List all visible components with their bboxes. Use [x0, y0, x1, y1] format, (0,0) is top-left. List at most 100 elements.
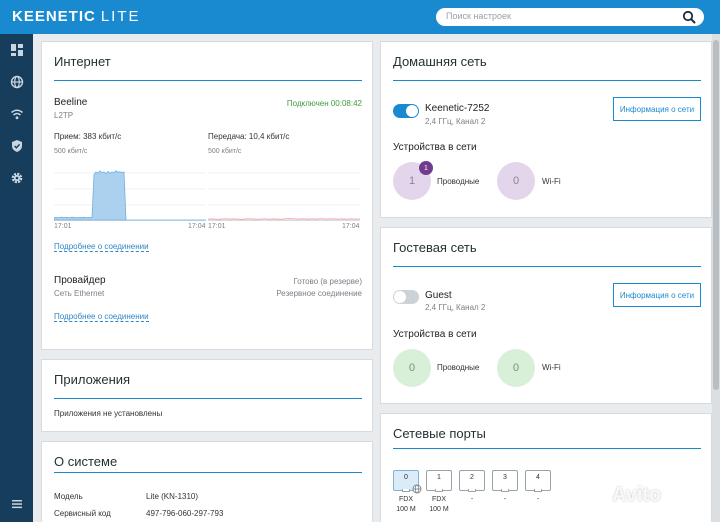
home-wifi-label: Wi-Fi — [542, 177, 561, 186]
port-2[interactable]: 2 — [459, 470, 485, 492]
port-0[interactable]: 0 — [393, 470, 422, 494]
guest-network-title-rule — [393, 266, 701, 267]
page-scrollbar[interactable] — [712, 34, 720, 522]
ports-title: Сетевые порты — [393, 426, 486, 441]
shield-icon — [11, 140, 22, 152]
toggle-knob — [394, 291, 406, 303]
model-value: Lite (KN-1310) — [146, 492, 199, 501]
provider-details-link[interactable]: Подробнее о соединении — [54, 312, 149, 322]
dashboard-icon — [10, 44, 23, 56]
globe-icon — [10, 75, 23, 89]
search-input[interactable]: Поиск настроек — [436, 8, 704, 26]
home-ssid: Keenetic-7252 — [425, 103, 490, 114]
port-2-duplex: - — [470, 496, 474, 503]
rx-scale-label: 500 кбит/с — [54, 148, 88, 155]
provider-role: Резервное соединение — [276, 289, 362, 298]
port-4[interactable]: 4 — [525, 470, 551, 492]
port-3-duplex: - — [503, 496, 507, 503]
sidebar-item-internet[interactable] — [0, 68, 33, 96]
tx-rate-label: Передача: 10,4 кбит/с — [208, 132, 290, 141]
port-0-duplex: FDX — [399, 496, 413, 503]
port-number: 3 — [503, 474, 507, 481]
rx-traffic-area — [54, 170, 206, 221]
ports-title-rule — [393, 448, 701, 449]
rx-time-end: 17:04 — [188, 223, 206, 230]
sidebar-item-wifi[interactable] — [0, 100, 33, 128]
guest-wifi-toggle[interactable] — [393, 290, 419, 304]
apps-empty-text: Приложения не установлены — [54, 409, 163, 418]
watermark: Avito — [612, 484, 662, 506]
model-label: Модель — [54, 492, 83, 501]
port-1[interactable]: 1 — [426, 470, 452, 492]
search-icon[interactable] — [682, 10, 696, 24]
sidebar-item-settings[interactable] — [0, 164, 33, 192]
home-wifi-count[interactable]: 0 — [497, 162, 535, 200]
port-1-speed: 100 M — [429, 506, 449, 513]
guest-wired-count[interactable]: 0 — [393, 349, 431, 387]
guest-band: 2,4 ГГц, Канал 2 — [425, 303, 486, 312]
menu-icon — [11, 500, 22, 509]
rx-chart — [54, 170, 206, 221]
home-network-title: Домашняя сеть — [393, 54, 487, 69]
tx-chart — [208, 172, 360, 221]
internet-card: Интернет Beeline L2TP Подключен 00:08:42… — [41, 41, 373, 350]
home-network-title-rule — [393, 80, 701, 81]
connection-protocol: L2TP — [54, 111, 74, 120]
guest-wifi-count[interactable]: 0 — [497, 349, 535, 387]
logo-brand: KEENETIC — [12, 8, 96, 25]
ports-card: Сетевые порты 0 1 2 3 4 FDX 100 M FDX 10… — [380, 413, 712, 522]
scrollbar-thumb[interactable] — [713, 40, 719, 390]
wifi-icon — [10, 109, 23, 120]
tx-time-start: 17:01 — [208, 223, 226, 230]
guest-ssid: Guest — [425, 290, 452, 301]
port-number: 0 — [404, 474, 408, 481]
port-1-duplex: FDX — [432, 496, 446, 503]
home-wired-count[interactable]: 1 — [393, 162, 431, 200]
port-number: 2 — [470, 474, 474, 481]
home-wifi-toggle[interactable] — [393, 104, 419, 118]
rx-time-start: 17:01 — [54, 223, 72, 230]
port-connector-icon — [501, 489, 509, 492]
logo-model: LITE — [100, 8, 141, 25]
sidebar-item-security[interactable] — [0, 132, 33, 160]
system-title-rule — [54, 472, 362, 473]
connection-details-link[interactable]: Подробнее о соединении — [54, 242, 149, 252]
port-connector-icon — [534, 489, 542, 492]
port-number: 1 — [437, 474, 441, 481]
internet-title-rule — [54, 80, 362, 81]
apps-title: Приложения — [54, 372, 131, 387]
home-wired-badge: 1 — [419, 161, 433, 175]
port-3[interactable]: 3 — [492, 470, 518, 492]
internet-title: Интернет — [54, 54, 111, 69]
home-info-button[interactable]: Информация о сети — [613, 97, 701, 121]
system-title: О системе — [54, 454, 118, 469]
apps-card: Приложения Приложения не установлены — [41, 359, 373, 432]
tx-time-end: 17:04 — [342, 223, 360, 230]
guest-network-card: Гостевая сеть Guest 2,4 ГГц, Канал 2 Инф… — [380, 227, 712, 404]
guest-wired-label: Проводные — [437, 363, 480, 372]
sidebar-menu-button[interactable] — [0, 490, 33, 518]
sidebar-item-dashboard[interactable] — [0, 36, 33, 64]
guest-wifi-label: Wi-Fi — [542, 363, 561, 372]
home-network-card: Домашняя сеть Keenetic-7252 2,4 ГГц, Кан… — [380, 41, 712, 218]
port-0-speed: 100 M — [396, 506, 416, 513]
provider-type: Сеть Ethernet — [54, 289, 105, 298]
service-code-label: Сервисный код — [54, 509, 111, 518]
port-connector-icon — [468, 489, 476, 492]
port-connector-icon — [402, 489, 410, 492]
globe-icon — [412, 484, 422, 494]
home-wired-label: Проводные — [437, 177, 480, 186]
connection-status: Подключен 00:08:42 — [286, 99, 362, 108]
port-4-duplex: - — [536, 496, 540, 503]
top-header: KEENETIC LITE Поиск настроек — [0, 0, 720, 34]
home-band: 2,4 ГГц, Канал 2 — [425, 117, 486, 126]
guest-network-title: Гостевая сеть — [393, 240, 477, 255]
tx-traffic-line — [208, 218, 360, 220]
guest-info-button[interactable]: Информация о сети — [613, 283, 701, 307]
logo: KEENETIC LITE — [12, 8, 141, 25]
sidebar — [0, 34, 33, 522]
connection-name: Beeline — [54, 97, 88, 108]
guest-devices-title: Устройства в сети — [393, 329, 477, 340]
port-number: 4 — [536, 474, 540, 481]
search-placeholder: Поиск настроек — [446, 11, 511, 21]
